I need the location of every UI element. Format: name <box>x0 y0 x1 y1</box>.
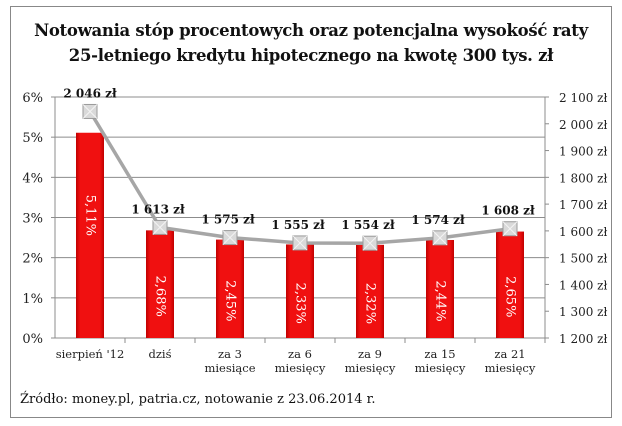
y-left-tick-label: 1% <box>22 292 43 307</box>
x-tick-label: za 3 <box>218 347 242 361</box>
marker-cross <box>362 235 378 251</box>
x-tick-label: za 9 <box>358 347 382 361</box>
marker-cross <box>152 220 168 235</box>
y-right-tick-label: 1 400 zł <box>559 278 607 292</box>
x-tick-label: za 15 <box>424 347 455 361</box>
marker-cross <box>432 230 448 246</box>
x-tick-label: za 21 <box>494 347 525 361</box>
x-tick-label: miesięcy <box>345 361 396 375</box>
y-left-tick-label: 6% <box>22 91 43 106</box>
bar-label: 2,45% <box>223 280 238 321</box>
marker-cross <box>502 221 518 237</box>
bar <box>146 230 174 338</box>
y-right-tick-label: 1 500 zł <box>559 252 607 266</box>
bar-label: 2,65% <box>503 276 518 317</box>
x-tick-label: miesięcy <box>275 361 326 375</box>
bar-label: 2,33% <box>293 283 308 324</box>
y-left-tick-label: 3% <box>22 212 43 227</box>
bar <box>356 244 384 338</box>
bar <box>426 239 454 338</box>
line-label: 1 574 zł <box>411 213 465 227</box>
marker-cross <box>222 230 238 245</box>
bar-label: 2,32% <box>363 283 378 324</box>
y-right-tick-label: 1 300 zł <box>559 305 607 319</box>
y-right-tick-label: 2 100 zł <box>559 91 607 105</box>
source-note: Źródło: money.pl, patria.cz, notowanie z… <box>20 392 376 407</box>
bar <box>76 132 104 338</box>
y-right-tick-label: 2 000 zł <box>559 118 607 132</box>
y-left-tick-label: 2% <box>22 252 43 267</box>
y-left-tick-label: 5% <box>22 131 43 146</box>
x-tick-label: za 6 <box>288 347 312 361</box>
x-tick-label: miesięcy <box>415 361 466 375</box>
y-right-tick-label: 1 900 zł <box>559 145 607 159</box>
x-tick-label: miesięcy <box>485 361 536 375</box>
marker-cross <box>82 104 98 119</box>
bar-label: 5,11% <box>83 195 98 236</box>
marker-cross <box>292 235 308 251</box>
bar <box>216 239 244 338</box>
y-left-tick-label: 0% <box>22 332 43 347</box>
y-left-tick-label: 4% <box>22 171 43 186</box>
bar-label: 2,68% <box>153 276 168 317</box>
line-label: 1 575 zł <box>201 213 255 227</box>
y-right-tick-label: 1 200 zł <box>559 332 607 346</box>
line-label: 2 046 zł <box>63 86 117 100</box>
y-right-tick-label: 1 700 zł <box>559 198 607 212</box>
line-label: 1 555 zł <box>271 218 325 232</box>
chart-frame <box>10 6 612 418</box>
x-tick-label: miesiące <box>204 361 255 375</box>
y-right-tick-label: 1 600 zł <box>559 225 607 239</box>
line-label: 1 613 zł <box>131 202 185 216</box>
line-label: 1 554 zł <box>341 218 395 232</box>
bar <box>286 244 314 338</box>
y-right-tick-label: 1 800 zł <box>559 171 607 185</box>
bar-label: 2,44% <box>433 280 448 321</box>
chart-title: Notowania stóp procentowych oraz potencj… <box>34 21 588 65</box>
x-tick-label: sierpień '12 <box>56 347 125 361</box>
bar <box>496 231 524 338</box>
x-tick-label: dziś <box>149 347 172 361</box>
line-label: 1 608 zł <box>481 204 535 218</box>
